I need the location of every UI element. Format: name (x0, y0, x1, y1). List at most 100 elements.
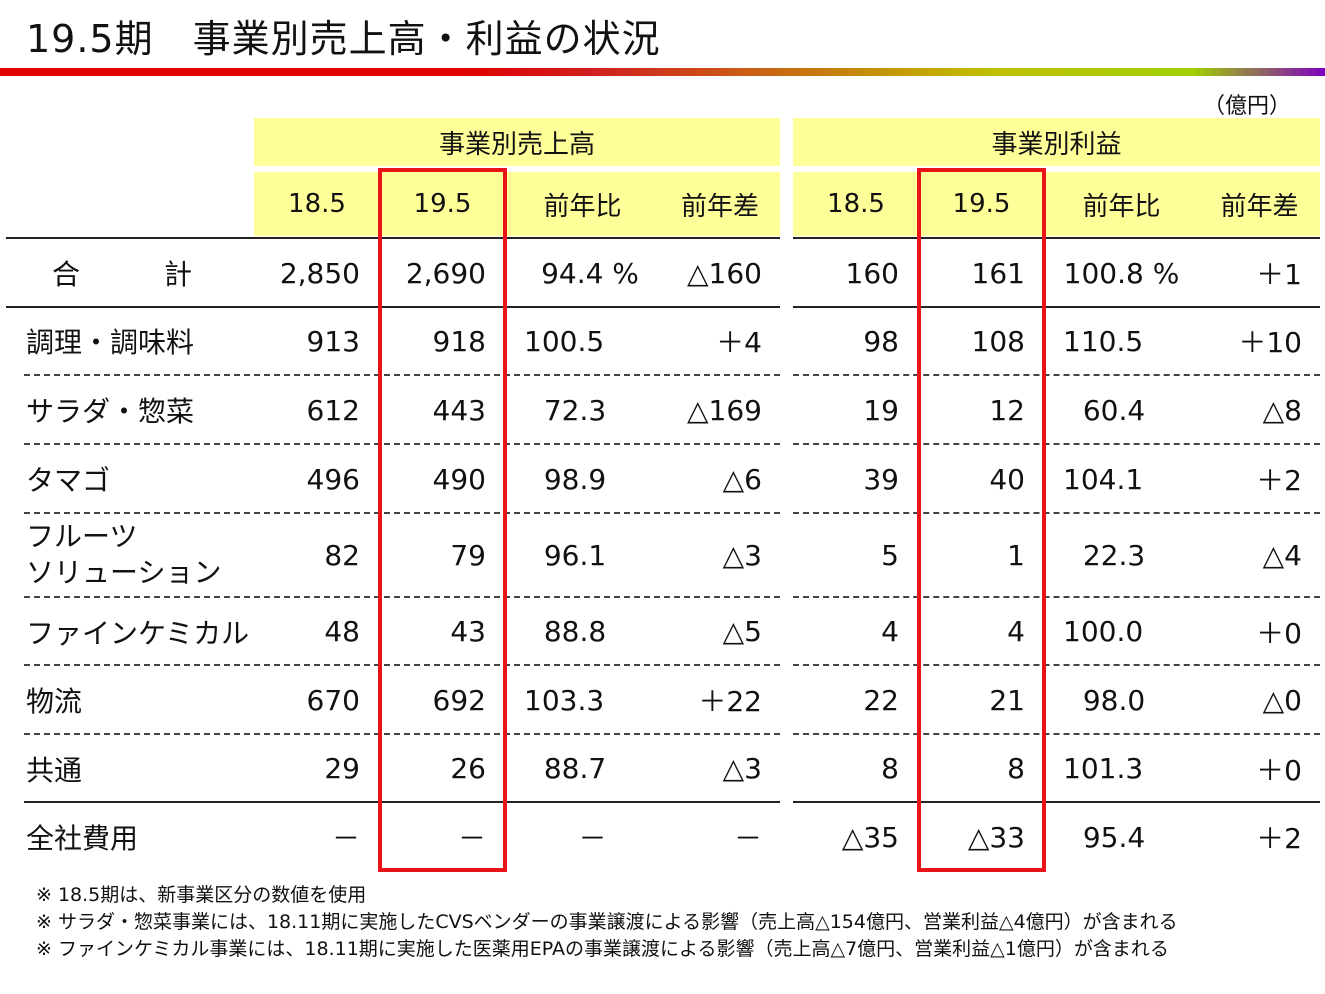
row-divider (24, 443, 780, 445)
sales-18-5: 670 (306, 683, 360, 717)
table-row: ファインケミカル 48 43 88.8 △5 4 4 100.0 ＋0 (0, 599, 1325, 664)
sales-col-diff: 前年差 (660, 172, 780, 236)
sales-ratio: 94.4 % (541, 256, 639, 290)
profit-diff: ＋1 (1256, 258, 1302, 291)
sales-18-5: 82 (324, 538, 360, 572)
row-divider-solid (24, 801, 780, 803)
sales-diff: △6 (722, 462, 762, 496)
sales-diff: ＋4 (716, 326, 762, 359)
row-divider (793, 596, 1320, 598)
table-row: 合 計 2,850 2,690 94.4 % △160 160 161 100.… (0, 240, 1325, 306)
footnote: ※ サラダ・惣菜事業には、18.11期に実施したCVSベンダーの事業譲渡による影… (36, 911, 1178, 933)
table-row: タマゴ 496 490 98.9 △6 39 40 104.1 ＋2 (0, 446, 1325, 512)
sales-18-5: 913 (306, 324, 360, 358)
row-divider-solid (793, 801, 1320, 803)
row-divider (793, 443, 1320, 445)
footnote: ※ 18.5期は、新事業区分の数値を使用 (36, 884, 367, 906)
profit-19-5: 108 (971, 324, 1025, 358)
profit-ratio: 95.4 (1082, 820, 1146, 854)
sales-group-header: 事業別売上高 (254, 118, 780, 166)
table-row: 物流 670 692 103.3 ＋22 22 21 98.0 △0 (0, 667, 1325, 733)
profit-18-5: 5 (881, 538, 899, 572)
row-divider (24, 374, 780, 376)
row-divider (24, 664, 780, 666)
sales-col-ratio: 前年比 (505, 172, 660, 236)
sales-diff: △3 (722, 752, 762, 785)
sales-18-5: － (331, 822, 360, 855)
profit-19-5: 8 (1007, 752, 1025, 785)
profit-ratio: 98.0 (1082, 683, 1146, 717)
footnotes: ※ 18.5期は、新事業区分の数値を使用 ※ サラダ・惣菜事業には、18.11期… (36, 882, 1178, 963)
profit-ratio: 104.1 (1063, 462, 1144, 496)
unit-label: （億円） (1202, 94, 1291, 119)
sales-col-18-5: 18.5 (254, 172, 380, 236)
profit-ratio: 60.4 (1082, 393, 1146, 427)
sales-ratio: 103.3 (524, 683, 605, 717)
sales-18-5: 496 (306, 462, 360, 496)
row-label: 全社費用 (26, 822, 139, 855)
header-bottom-rule-right (793, 237, 1320, 239)
profit-diff: ＋10 (1238, 326, 1302, 359)
header-bottom-rule-left (6, 237, 780, 239)
sales-diff: ＋22 (698, 685, 762, 718)
sales-19-5: 443 (432, 393, 486, 427)
profit-diff: ＋0 (1256, 753, 1302, 787)
sales-19-5: 2,690 (405, 256, 486, 290)
profit-group-header: 事業別利益 (793, 118, 1320, 166)
total-bottom-rule-right (793, 306, 1320, 308)
profit-19-5: 4 (1007, 615, 1025, 648)
profit-diff: △8 (1262, 393, 1302, 427)
table-row: サラダ・惣菜 612 443 72.3 △169 19 12 60.4 △8 (0, 377, 1325, 443)
sales-ratio: 100.5 (524, 324, 605, 358)
profit-diff: △4 (1262, 538, 1302, 572)
profit-ratio: 101.3 (1063, 752, 1144, 785)
row-divider (793, 512, 1320, 514)
sales-19-5: 79 (450, 538, 486, 572)
profit-19-5-highlight-box (917, 168, 1046, 872)
profit-diff: ＋2 (1256, 822, 1302, 855)
sales-diff: － (733, 822, 762, 855)
sales-19-5-highlight-box (378, 168, 507, 872)
row-label: 調理・調味料 (26, 326, 195, 359)
profit-diff: △0 (1262, 683, 1302, 717)
row-label: 物流 (26, 685, 83, 718)
sales-18-5: 48 (324, 615, 360, 648)
sales-19-5: 43 (450, 615, 486, 648)
profit-18-5: △35 (841, 820, 899, 854)
row-divider (793, 664, 1320, 666)
sales-ratio: 72.3 (543, 393, 607, 427)
sales-19-5: 490 (432, 462, 486, 496)
sales-18-5: 29 (324, 752, 360, 785)
profit-18-5: 39 (863, 462, 899, 496)
sales-19-5: 692 (432, 683, 486, 717)
table-row: フルーツ ソリューション 82 79 96.1 △3 5 1 22.3 △4 (0, 515, 1325, 595)
row-divider (24, 733, 780, 735)
profit-diff: ＋2 (1256, 464, 1302, 497)
table-row: 共通 29 26 88.7 △3 8 8 101.3 ＋0 (0, 736, 1325, 801)
row-label: サラダ・惣菜 (26, 395, 195, 428)
profit-ratio: 100.8 % (1063, 256, 1180, 290)
row-divider (793, 374, 1320, 376)
row-label: 共通 (26, 753, 83, 787)
profit-19-5: 161 (971, 256, 1025, 290)
profit-19-5: △33 (967, 820, 1025, 854)
profit-col-diff: 前年差 (1199, 172, 1320, 236)
row-label-line2: ソリューション (26, 556, 222, 589)
profit-18-5: 8 (881, 752, 899, 785)
table-row: 調理・調味料 913 918 100.5 ＋4 98 108 110.5 ＋10 (0, 308, 1325, 374)
profit-ratio: 110.5 (1063, 324, 1144, 358)
sales-18-5: 2,850 (279, 256, 360, 290)
row-label: フルーツ ソリューション (26, 515, 252, 595)
sales-ratio: 88.8 (543, 615, 607, 648)
profit-col-ratio: 前年比 (1044, 172, 1199, 236)
row-label: 合 計 (52, 258, 193, 291)
sales-18-5: 612 (306, 393, 360, 427)
profit-18-5: 98 (863, 324, 899, 358)
profit-19-5: 1 (1007, 538, 1025, 572)
profit-18-5: 4 (881, 615, 899, 648)
sales-diff: △160 (687, 256, 762, 290)
page-title: 19.5期 事業別売上高・利益の状況 (26, 17, 661, 61)
profit-ratio: 100.0 (1063, 615, 1144, 648)
profit-18-5: 160 (845, 256, 899, 290)
profit-col-18-5: 18.5 (793, 172, 919, 236)
